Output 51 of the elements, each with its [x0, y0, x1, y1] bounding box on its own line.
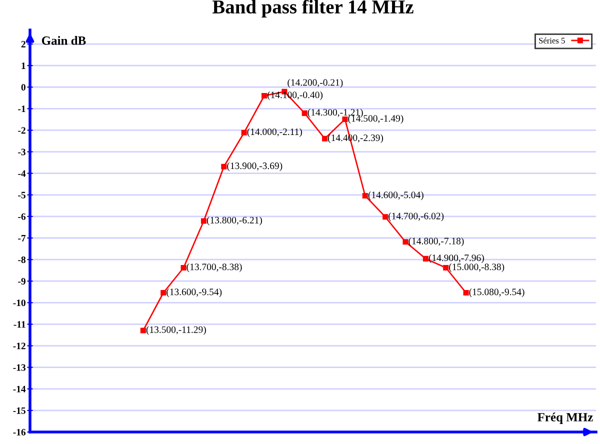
y-tick-label: 0: [21, 84, 26, 91]
y-tick-label: -6: [18, 213, 26, 220]
x-axis-title: Fréq MHz: [538, 412, 593, 424]
y-tick-label: -15: [13, 407, 26, 414]
data-label: (15.080,-9.54): [469, 288, 524, 298]
y-tick-label: -14: [13, 386, 26, 392]
point: [221, 164, 227, 170]
data-label: (14.900,-7.96): [428, 254, 484, 264]
point: [362, 192, 368, 199]
point: [443, 264, 449, 271]
point: [160, 290, 166, 296]
data-label: (13.900,-3.69): [227, 162, 282, 172]
data-label: (13.500,-11.29): [146, 326, 206, 335]
data-label: (14.600,-5.04): [368, 191, 424, 200]
y-tick-label: -13: [13, 364, 26, 371]
y-tick-label: -10: [13, 300, 26, 306]
point: [402, 239, 408, 245]
data-label: (14.000,-2.11): [247, 128, 302, 138]
data-label: (13.800,-6.21): [206, 216, 262, 226]
y-tick-label: -11: [14, 321, 26, 328]
y-tick-label: -4: [18, 170, 26, 177]
point: [382, 214, 388, 220]
data-label: (13.600,-9.54): [166, 288, 222, 298]
y-tick-label: -7: [18, 235, 26, 242]
data-label: (14.800,-7.18): [408, 237, 464, 246]
point: [422, 256, 428, 262]
data-label: (13.700,-8.38): [186, 263, 242, 272]
y-tick-label: -1: [18, 106, 26, 112]
point: [140, 328, 146, 334]
y-tick-label: -16: [13, 428, 26, 436]
data-label: (14.200,-0.21): [288, 78, 343, 88]
legend-label: Séries 5: [539, 38, 565, 44]
y-tick-label: -3: [18, 148, 26, 156]
data-label: (14.700,-6.02): [388, 212, 444, 222]
y-tick-label: -2: [18, 127, 26, 134]
chart-title: Band pass filter 14 MHz: [212, 0, 414, 18]
point: [200, 218, 207, 224]
point: [261, 92, 268, 99]
point: [322, 136, 328, 142]
point: [180, 264, 186, 271]
y-tick-label: -9: [18, 278, 26, 285]
point: [302, 110, 308, 116]
y-tick-label: -12: [13, 342, 26, 350]
y-tick-label: 1: [22, 62, 26, 69]
point: [463, 290, 469, 296]
data-label: (15.000,-8.38): [449, 263, 504, 272]
y-tick-label: 2: [21, 40, 26, 48]
point: [241, 130, 247, 136]
y-axis-title: Gain dB: [42, 36, 86, 45]
y-tick-label: -8: [18, 256, 26, 264]
y-tick-label: -5: [18, 192, 26, 198]
